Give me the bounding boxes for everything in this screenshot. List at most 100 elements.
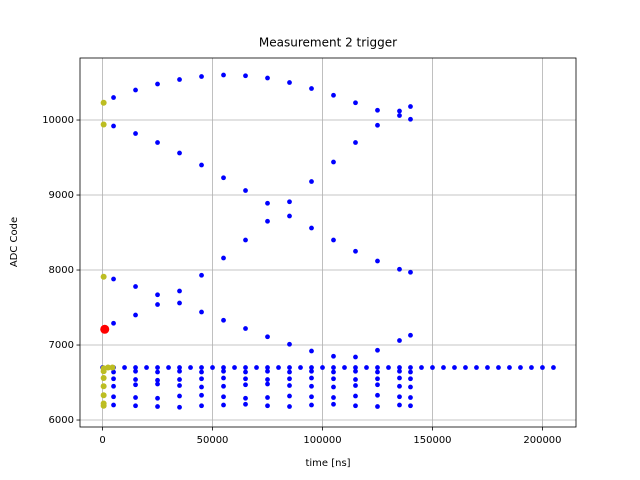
point (287, 376, 292, 382)
point (177, 288, 182, 294)
point (177, 365, 182, 370)
point (177, 77, 182, 82)
point (331, 159, 336, 165)
point (265, 377, 270, 382)
point (155, 302, 160, 307)
point (144, 365, 149, 370)
point (188, 365, 193, 370)
point (375, 404, 380, 409)
point (287, 341, 292, 347)
point (375, 392, 380, 398)
point (100, 121, 107, 128)
point (331, 365, 336, 370)
point (133, 365, 138, 370)
point (375, 258, 380, 264)
point (397, 375, 402, 381)
point (199, 369, 204, 375)
point (287, 213, 292, 219)
point (177, 383, 182, 388)
point (408, 369, 413, 375)
point (309, 86, 314, 91)
point (353, 140, 358, 145)
point (111, 376, 116, 382)
point (133, 403, 138, 409)
point (397, 394, 402, 400)
point (155, 381, 160, 387)
point (133, 382, 138, 388)
point (232, 365, 237, 370)
x-tick-label: 150000 (413, 435, 451, 446)
point (155, 377, 160, 383)
point (155, 140, 160, 145)
point (243, 401, 248, 407)
point (100, 99, 107, 106)
point (375, 369, 380, 375)
point (100, 383, 107, 390)
point (518, 365, 523, 370)
point (353, 393, 358, 399)
point (199, 365, 204, 370)
point (309, 375, 314, 381)
point (397, 402, 402, 408)
point (463, 365, 468, 370)
point (331, 376, 336, 382)
point (441, 365, 446, 370)
point (276, 365, 281, 370)
point (342, 365, 347, 370)
point (287, 383, 292, 388)
point (408, 395, 413, 400)
point (177, 300, 182, 306)
point (353, 403, 358, 409)
point (408, 104, 413, 109)
point (243, 369, 248, 375)
point (199, 162, 204, 168)
point (287, 393, 292, 399)
point (254, 365, 259, 370)
point (100, 324, 110, 334)
point (408, 384, 413, 390)
point (243, 395, 248, 401)
point (155, 369, 160, 375)
point (111, 402, 116, 408)
point (100, 392, 107, 399)
point (243, 73, 248, 79)
point (100, 375, 107, 382)
x-axis-label: time [ns] (305, 458, 350, 469)
point (221, 383, 226, 389)
point (199, 403, 204, 409)
point (397, 368, 402, 374)
point (320, 365, 325, 370)
point (331, 92, 336, 98)
point (331, 395, 336, 400)
point (221, 368, 226, 374)
point (221, 394, 226, 400)
point (109, 364, 116, 371)
point (419, 365, 424, 370)
point (133, 377, 138, 382)
point (199, 309, 204, 315)
point (243, 237, 248, 243)
point (353, 248, 358, 254)
point (397, 338, 402, 343)
point (331, 237, 336, 243)
point (133, 131, 138, 136)
point (111, 394, 116, 400)
y-tick-label: 6000 (49, 415, 74, 426)
point (265, 218, 270, 224)
point (155, 81, 160, 87)
y-tick-label: 10000 (42, 115, 74, 126)
point (265, 368, 270, 374)
point (100, 273, 107, 280)
point (243, 376, 248, 382)
point (353, 377, 358, 382)
point (309, 348, 314, 354)
point (375, 347, 380, 353)
point (408, 376, 413, 382)
point (353, 365, 358, 370)
point (111, 369, 116, 375)
point (309, 402, 314, 408)
point (265, 200, 270, 206)
point (408, 116, 413, 122)
